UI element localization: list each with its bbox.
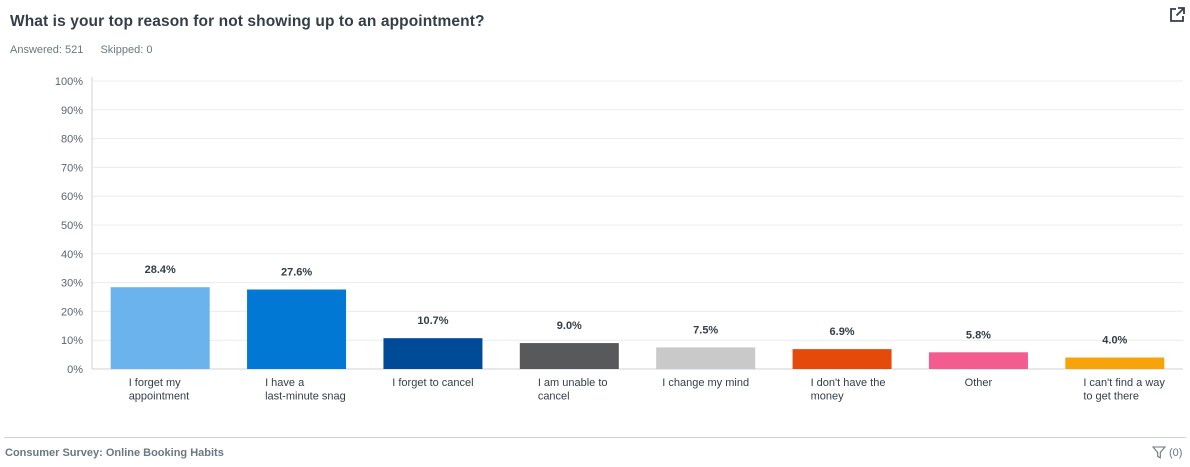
x-tick-label: I can't find a way <box>1083 377 1165 389</box>
y-tick-label: 50% <box>61 220 83 232</box>
filter-count: (0) <box>1169 446 1183 459</box>
x-tick-label: money <box>811 391 845 403</box>
y-tick-label: 80% <box>61 134 83 146</box>
survey-title: Consumer Survey: Online Booking Habits <box>5 447 224 459</box>
data-label: 4.0% <box>1102 334 1127 346</box>
bar <box>110 287 210 369</box>
bar <box>928 352 1028 369</box>
y-tick-label: 20% <box>61 306 83 318</box>
bar <box>792 349 892 369</box>
y-tick-label: 60% <box>61 191 83 203</box>
bar <box>247 289 347 369</box>
y-tick-label: 0% <box>67 364 83 376</box>
filter-button[interactable]: (0) <box>1152 446 1182 459</box>
x-tick-label: I forget to cancel <box>392 377 473 389</box>
x-tick-label: cancel <box>538 391 570 403</box>
y-tick-label: 70% <box>61 162 83 174</box>
y-tick-label: 30% <box>61 278 83 290</box>
data-label: 9.0% <box>557 320 582 332</box>
x-tick-label: I am unable to <box>538 377 608 389</box>
data-label: 27.6% <box>281 267 312 279</box>
bar-chart: 0% 10% 20% 30% 40% 50% 60% 70% 80% 90% 100% 28.4% I … <box>55 76 1183 403</box>
data-label: 10.7% <box>417 315 448 327</box>
x-tick-label: I don't have the <box>811 377 886 389</box>
bar <box>383 338 483 369</box>
y-tick-label: 10% <box>61 335 83 347</box>
data-label: 5.8% <box>966 329 991 341</box>
bar <box>656 347 756 369</box>
filter-funnel-icon <box>1152 446 1166 459</box>
question-title: What is your top reason for not showing … <box>10 13 485 30</box>
y-tick-label: 100% <box>55 76 83 88</box>
response-stats: Answered: 521 Skipped: 0 <box>10 44 166 56</box>
x-tick-label: appointment <box>129 391 190 403</box>
x-tick-label: I forget my <box>129 377 181 389</box>
data-label: 28.4% <box>145 264 176 276</box>
data-label: 6.9% <box>830 326 855 338</box>
y-tick-label: 40% <box>61 249 83 261</box>
y-tick-label: 90% <box>61 105 83 117</box>
x-tick-label: I have a <box>265 377 305 389</box>
footer-divider <box>4 437 1186 438</box>
skipped-count: Skipped: 0 <box>100 44 153 56</box>
bar <box>519 343 619 369</box>
x-tick-label: to get there <box>1083 391 1139 403</box>
bar <box>1065 357 1165 369</box>
data-label: 7.5% <box>693 324 718 336</box>
x-tick-label: Other <box>965 377 993 389</box>
answered-count: Answered: 521 <box>10 44 84 56</box>
external-link-icon[interactable] <box>1168 6 1186 24</box>
x-tick-label: I change my mind <box>662 377 749 389</box>
x-tick-label: last-minute snag <box>265 391 346 403</box>
